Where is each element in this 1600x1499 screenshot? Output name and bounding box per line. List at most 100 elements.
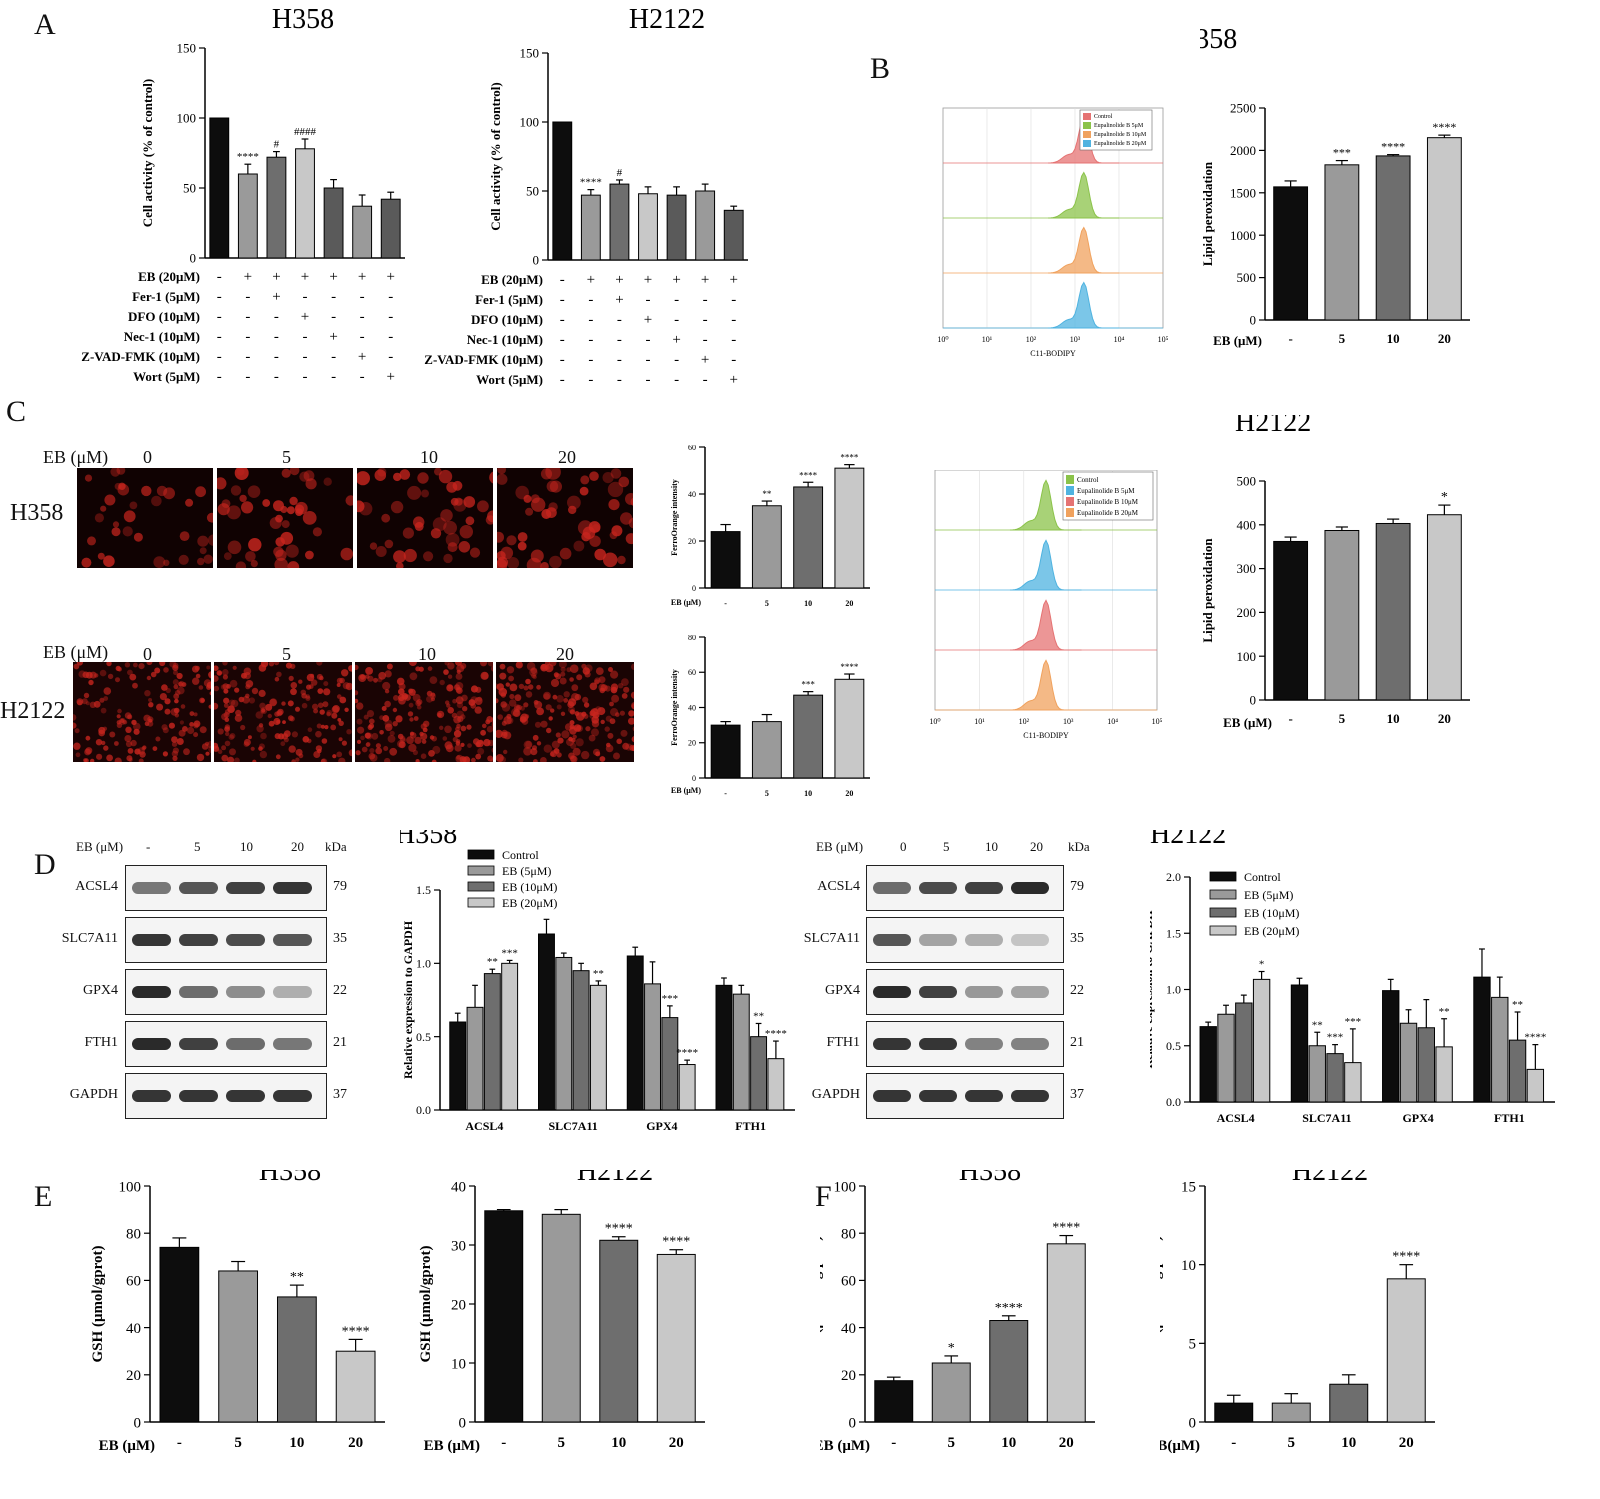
treatment-sign: - [245,349,250,365]
chart-d-h358-bar: 0.0 0.5 1.0 1.5 H358 Relative expression to G… [400,830,795,1133]
cell-spot [153,556,166,568]
cell-spot [375,546,387,557]
cell-spot [156,485,168,497]
cell-spot [258,723,264,728]
cell-spot [116,720,121,725]
blot-membrane [866,917,1064,963]
blot-band [179,934,218,946]
treatment-label: Nec-1 (10μM) [467,332,543,347]
bar [541,1213,581,1423]
c-dose-h2122-3: 20 [556,644,574,664]
cell-spot [455,754,464,762]
blot-membrane [866,865,1064,911]
treatment-label: DFO (10μM) [128,309,200,324]
cell-spot [442,736,448,741]
cell-spot [185,498,194,507]
x-tick-label: 5 [948,1435,956,1451]
bar [715,984,733,1111]
cell-spot [480,671,489,680]
cell-spot [534,721,542,728]
cell-spot [453,730,462,738]
cell-spot [509,693,515,700]
blot-h2122: EB (μM) 0 5 10 20 kDa ACSL4 79 SLC7A11 35 GP… [790,835,1120,1135]
cell-spot [199,697,205,704]
cell-spot [355,750,361,756]
cell-spot [497,714,503,720]
c-dose-h2122-1: 5 [282,644,291,664]
cell-spot [540,720,548,728]
x-tick-label: - [891,1435,896,1451]
blot-band [273,986,312,998]
cell-spot [115,677,120,683]
treatment-sign: + [244,269,252,285]
y-tick-label: 0 [1250,313,1257,328]
chart-title: H358 [1200,24,1237,55]
x-axis-label: EB (μM) [820,1438,870,1454]
cell-spot [528,684,534,690]
cell-spot [128,757,133,762]
blot-label: SLC7A11 [803,931,860,946]
cell-spot [480,662,487,667]
cell-spot [615,712,620,717]
cell-spot [447,674,453,679]
chart-f-h358: 0 20 40 60 80 100 H358 MDA (μmol/mg prot) - * 5 ***… [820,1170,1095,1454]
cell-spot [103,745,109,751]
cell-spot [339,677,345,684]
cell-spot [457,716,464,723]
cell-spot [369,542,378,550]
micrograph-h2122-5 [214,662,352,762]
cell-spot [87,536,96,546]
cell-spot [282,720,286,724]
cell-spot [269,698,277,707]
cell-spot [299,471,310,482]
cell-spot [116,714,121,719]
treatment-sign: - [617,332,622,348]
cell-spot [203,679,211,687]
treatment-sign: - [588,312,593,328]
cell-spot [85,701,90,706]
cell-spot [111,527,121,537]
cell-spot [393,695,399,701]
cell-spot [221,754,229,762]
cell-spot [320,758,326,762]
significance-label: **** [840,453,859,463]
bar [695,190,716,261]
significance-label: **** [840,662,859,672]
cell-spot [172,679,179,686]
c-row-title-h358: H358 [10,500,64,526]
cell-spot [280,741,286,747]
treatment-sign: - [245,289,250,305]
significance-label: ** [1439,1006,1450,1018]
significance-label: ** [290,1270,304,1285]
treatment-sign: + [615,292,623,308]
treatment-sign: - [331,309,336,325]
significance-label: * [1441,490,1448,505]
cell-spot [407,711,414,717]
cell-spot [384,670,392,678]
legend-swatch [467,865,495,876]
y-axis-label: FerroOrange intensity [670,669,679,746]
cell-spot [629,744,634,751]
cell-spot [399,737,406,744]
cell-spot [371,732,379,740]
cell-spot [217,749,223,754]
treatment-sign: - [274,369,279,385]
cell-spot [223,552,232,560]
blot-kda-value: 37 [333,1087,347,1102]
cell-spot [241,501,254,514]
cell-spot [97,552,105,560]
cell-spot [151,495,162,507]
cell-spot [576,712,585,721]
blot-band [919,1038,957,1050]
micrograph-render [355,662,493,762]
blot-label: GAPDH [69,1087,118,1102]
cell-spot [501,729,508,736]
chart-title: H2122 [1292,1170,1368,1187]
cell-spot [559,547,572,560]
bar [609,183,630,261]
cell-spot [180,704,186,709]
cell-spot [100,707,107,714]
cell-spot [139,751,146,758]
x-axis-label: EB(μM) [1160,1438,1200,1454]
cell-spot [520,713,529,722]
